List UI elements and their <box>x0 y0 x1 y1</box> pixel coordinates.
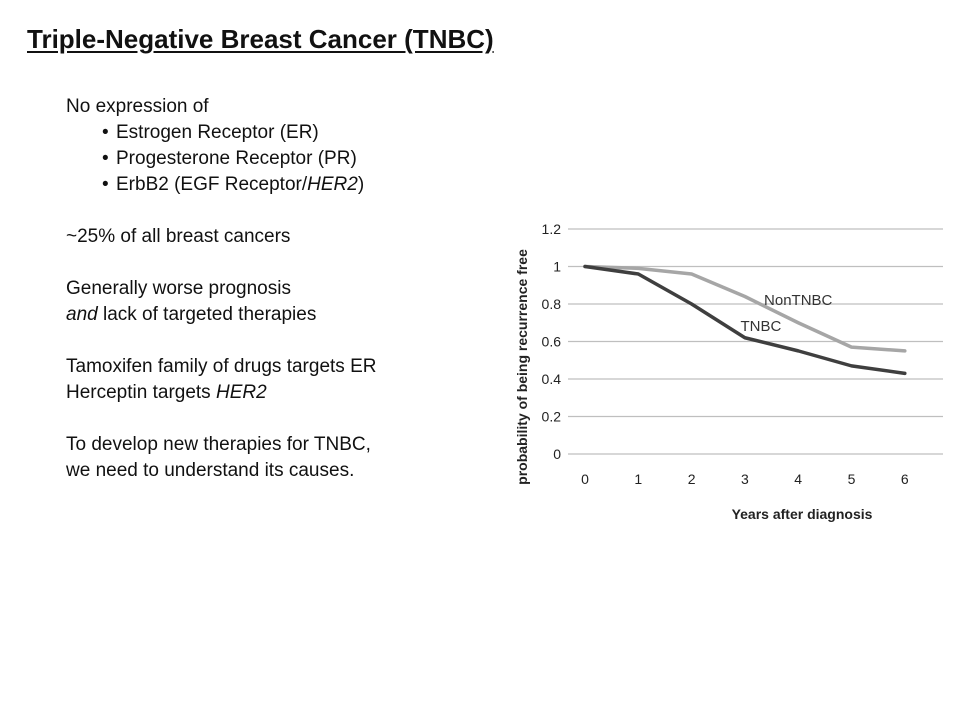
series-label: NonTNBC <box>764 292 833 309</box>
slide-body: No expression of • Estrogen Receptor (ER)… <box>66 94 486 484</box>
bullet-icon: • <box>102 122 109 143</box>
y-axis-ticks: 0 0.2 0.4 0.6 0.8 1 1.2 <box>542 221 562 462</box>
prognosis-rest: lack of targeted therapies <box>97 304 317 325</box>
prognosis-line-1: Generally worse prognosis <box>66 278 291 299</box>
y-tick-label: 0.6 <box>542 334 562 350</box>
bullet-text-italic: HER2 <box>307 174 358 195</box>
stat-text: ~25% of all breast cancers <box>66 226 291 247</box>
bullet-erbb2: • ErbB2 (EGF Receptor/HER2) <box>102 172 486 198</box>
bullet-progesterone: • Progesterone Receptor (PR) <box>102 146 486 172</box>
x-tick-label: 6 <box>901 471 909 487</box>
x-tick-label: 4 <box>794 471 802 487</box>
herceptin-text: Herceptin targets HER2 <box>66 380 486 406</box>
chart-series: NonTNBC TNBC <box>583 264 907 376</box>
y-axis-label: probability of being recurrence free <box>514 249 530 485</box>
series-line-nontnbc <box>583 264 907 353</box>
x-tick-label: 3 <box>741 471 749 487</box>
bullet-text: Estrogen Receptor (ER) <box>116 122 319 143</box>
develop-line-2: we need to understand its causes. <box>66 460 355 481</box>
receptor-list: • Estrogen Receptor (ER) • Progesterone Re… <box>66 120 486 198</box>
bullet-icon: • <box>102 174 109 195</box>
series-label: TNBC <box>740 318 781 335</box>
y-tick-label: 1.2 <box>542 221 562 237</box>
develop-line-1: To develop new therapies for TNBC, <box>66 434 371 455</box>
prognosis-line-2: and lack of targeted therapies <box>66 302 486 328</box>
y-tick-label: 0.8 <box>542 296 562 312</box>
herceptin-italic: HER2 <box>215 382 267 403</box>
tamoxifen-text: Tamoxifen family of drugs targets ER <box>66 356 377 377</box>
y-tick-label: 0.2 <box>542 409 562 425</box>
x-tick-label: 1 <box>634 471 642 487</box>
recurrence-free-chart: 0 0.2 0.4 0.6 0.8 1 1.2 0 1 2 3 4 5 6 NonTNBC TNBC pr… <box>514 221 943 522</box>
x-tick-label: 2 <box>688 471 696 487</box>
bullet-text: Progesterone Receptor (PR) <box>116 148 357 169</box>
slide-title: Triple-Negative Breast Cancer (TNBC) <box>27 24 494 54</box>
intro-text: No expression of <box>66 96 209 117</box>
x-tick-label: 0 <box>581 471 589 487</box>
prognosis-italic: and <box>66 304 98 325</box>
y-tick-label: 0.4 <box>542 371 562 387</box>
x-axis-label: Years after diagnosis <box>732 506 873 522</box>
x-axis-ticks: 0 1 2 3 4 5 6 <box>581 471 909 487</box>
bullet-icon: • <box>102 148 109 169</box>
y-tick-label: 0 <box>553 446 561 462</box>
y-tick-label: 1 <box>553 259 561 275</box>
bullet-text-suffix: ) <box>357 174 365 195</box>
herceptin-prefix: Herceptin targets <box>66 382 216 403</box>
x-tick-label: 5 <box>848 471 856 487</box>
series-line-tnbc <box>583 264 907 376</box>
bullet-estrogen: • Estrogen Receptor (ER) <box>102 120 486 146</box>
bullet-text: ErbB2 (EGF Receptor/ <box>116 174 308 195</box>
